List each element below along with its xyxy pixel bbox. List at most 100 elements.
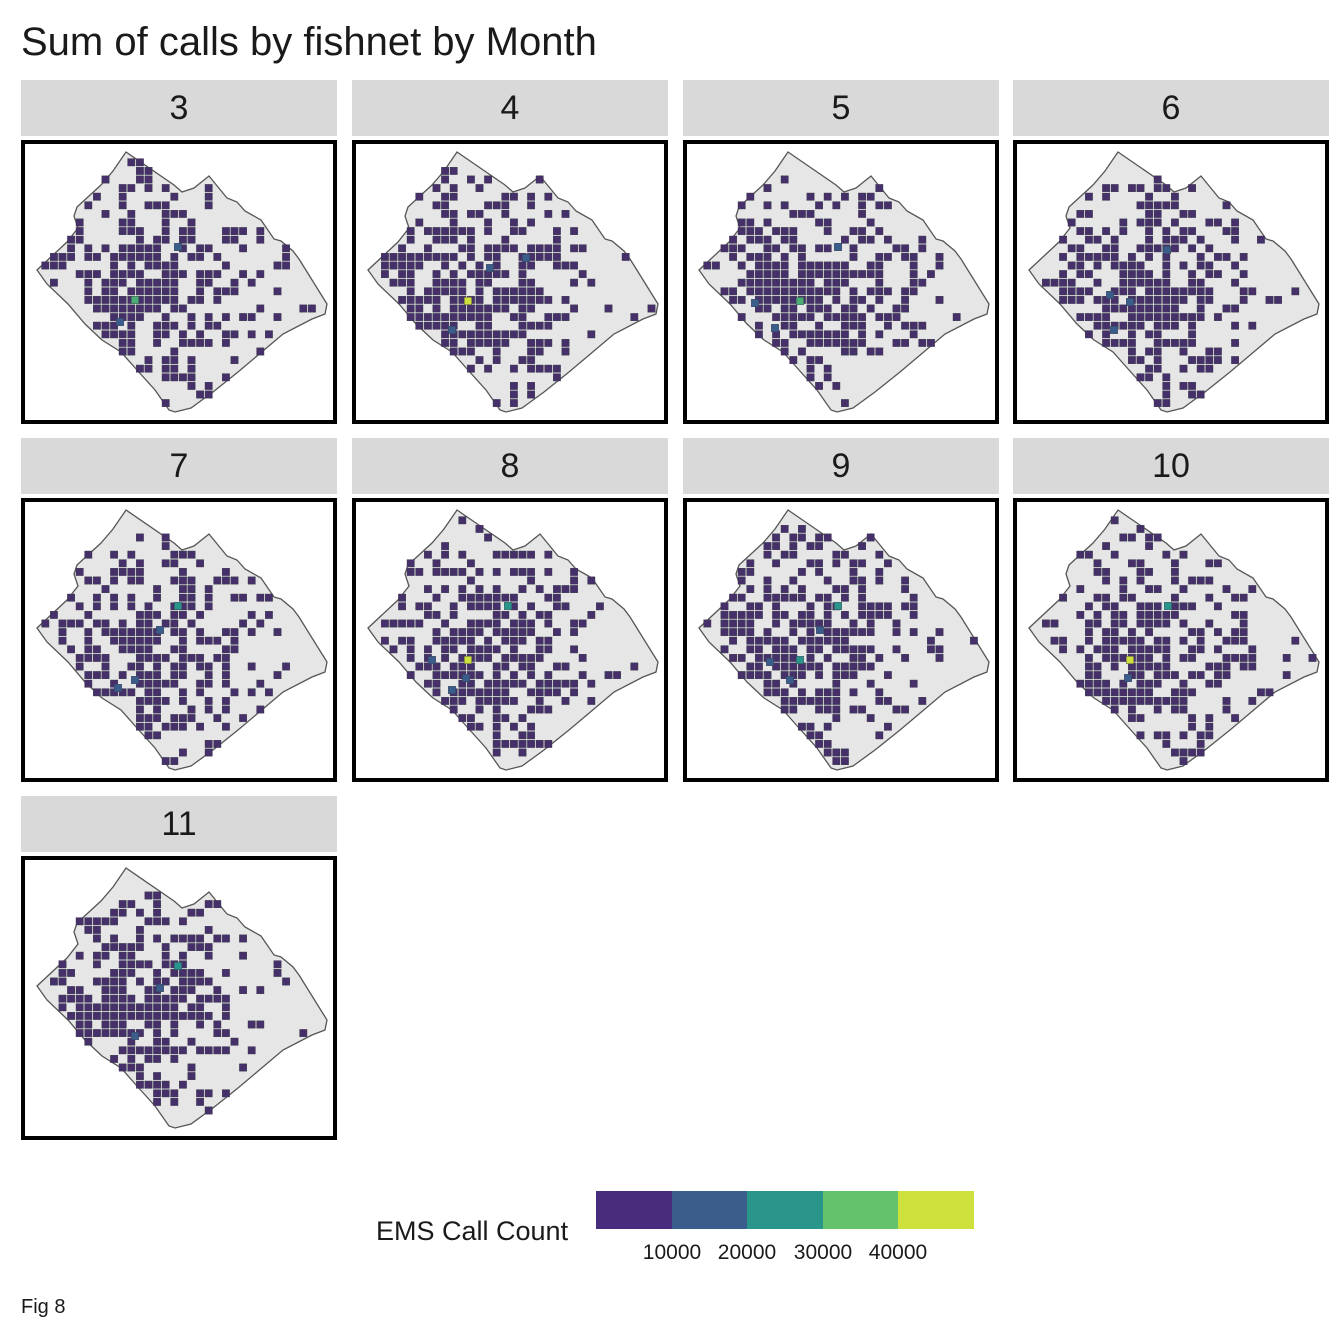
fishnet-cell <box>1136 356 1145 364</box>
fishnet-cell <box>858 201 866 210</box>
fishnet-cell <box>737 593 746 602</box>
fishnet-cell <box>806 330 815 339</box>
fishnet-cell <box>1162 270 1171 279</box>
fishnet-cell <box>763 244 772 253</box>
fishnet-cell <box>92 576 101 585</box>
fishnet-cell <box>587 330 596 339</box>
fishnet-cell <box>840 347 849 356</box>
fishnet-cell <box>1162 731 1171 740</box>
fishnet-cell <box>1162 636 1171 645</box>
fishnet-cell <box>1179 688 1188 697</box>
fishnet-cell <box>1239 270 1248 279</box>
fishnet-cell <box>1067 278 1076 287</box>
fishnet-cell <box>153 321 161 330</box>
fishnet-cell <box>127 184 136 193</box>
fishnet-cell <box>780 593 789 602</box>
fishnet-cell <box>75 994 84 1003</box>
fishnet-cell <box>1110 688 1119 697</box>
fishnet-cell <box>858 705 866 714</box>
fishnet-cell <box>797 688 806 697</box>
fishnet-cell <box>153 731 161 740</box>
fishnet-cell <box>204 313 213 321</box>
fishnet-cell <box>247 278 256 287</box>
fishnet-cell <box>101 321 110 330</box>
fishnet-cell <box>1145 645 1153 654</box>
fishnet-cell <box>763 252 772 261</box>
fishnet-cell <box>135 244 144 253</box>
fishnet-cell <box>406 645 415 654</box>
fishnet-cell <box>892 313 901 321</box>
fishnet-cell <box>1136 270 1145 279</box>
fishnet-cell <box>153 900 161 909</box>
fishnet-cell <box>823 227 832 236</box>
fishnet-cell <box>196 1046 204 1055</box>
fishnet-cell <box>746 636 755 645</box>
fishnet-cell <box>1084 252 1093 261</box>
fishnet-cell <box>1213 602 1222 611</box>
fishnet-cell <box>1265 295 1274 304</box>
fishnet-cell <box>423 602 432 611</box>
fishnet-cell <box>806 295 815 304</box>
fishnet-cell <box>918 244 927 253</box>
fishnet-cell <box>858 662 866 671</box>
fishnet-cell <box>264 688 273 697</box>
fishnet-cell <box>441 671 450 679</box>
fishnet-cell <box>518 356 527 364</box>
fishnet-cell <box>866 270 875 279</box>
fishnet-cell <box>1093 688 1102 697</box>
fishnet-cell <box>806 559 815 568</box>
fishnet-cell <box>1145 688 1153 697</box>
fishnet-cell <box>1188 671 1196 679</box>
fishnet-cell <box>92 619 101 628</box>
facet-panel-11: 11 <box>21 796 337 1140</box>
fishnet-cell <box>1213 559 1222 568</box>
fishnet-cell <box>544 688 553 697</box>
fishnet-cell <box>75 986 84 995</box>
fishnet-cell <box>501 636 510 645</box>
fishnet-cell <box>1110 304 1119 313</box>
fishnet-cell <box>518 739 527 748</box>
fishnet-cell <box>196 1089 204 1098</box>
fishnet-cell <box>1127 184 1136 193</box>
fishnet-cell <box>1102 602 1111 611</box>
fishnet-cell <box>475 304 484 313</box>
fishnet-cell <box>204 748 213 757</box>
fishnet-cell <box>221 662 230 671</box>
fishnet-cell <box>492 295 501 304</box>
fishnet-cell <box>153 688 161 697</box>
fishnet-cell <box>509 244 518 253</box>
fishnet-cell <box>432 688 441 697</box>
fishnet-cell <box>509 696 518 705</box>
fishnet-cell <box>75 917 84 926</box>
fishnet-cell <box>221 968 230 977</box>
fishnet-cell <box>1205 679 1214 688</box>
fishnet-cell <box>1179 602 1188 611</box>
fishnet-cell <box>570 585 578 594</box>
fishnet-cell <box>441 636 450 645</box>
fishnet-cell <box>1196 278 1205 287</box>
fishnet-cell <box>432 610 441 619</box>
fishnet-cell <box>1196 252 1205 261</box>
fishnet-cell <box>415 218 424 227</box>
fishnet-cell <box>196 390 204 399</box>
fishnet-cell <box>858 235 866 244</box>
fishnet-cell <box>789 533 798 542</box>
fishnet-cell <box>544 679 553 688</box>
fishnet-cell <box>1153 399 1162 407</box>
fishnet-cell <box>204 602 213 611</box>
fishnet-cell <box>389 645 398 654</box>
fishnet-cell <box>1119 619 1128 628</box>
fishnet-cell <box>789 235 798 244</box>
fishnet-cell <box>101 585 110 594</box>
fishnet-cell <box>763 628 772 637</box>
fishnet-cell <box>187 373 196 382</box>
fishnet-cell <box>1093 278 1102 287</box>
fishnet-cell <box>475 209 484 218</box>
fishnet-cell <box>754 330 763 339</box>
fishnet-cell <box>101 662 110 671</box>
fishnet-cell <box>118 1046 127 1055</box>
fishnet-cell <box>161 951 170 960</box>
fishnet-cell <box>144 244 153 253</box>
fishnet-cell <box>466 209 475 218</box>
fishnet-cell <box>570 688 578 697</box>
